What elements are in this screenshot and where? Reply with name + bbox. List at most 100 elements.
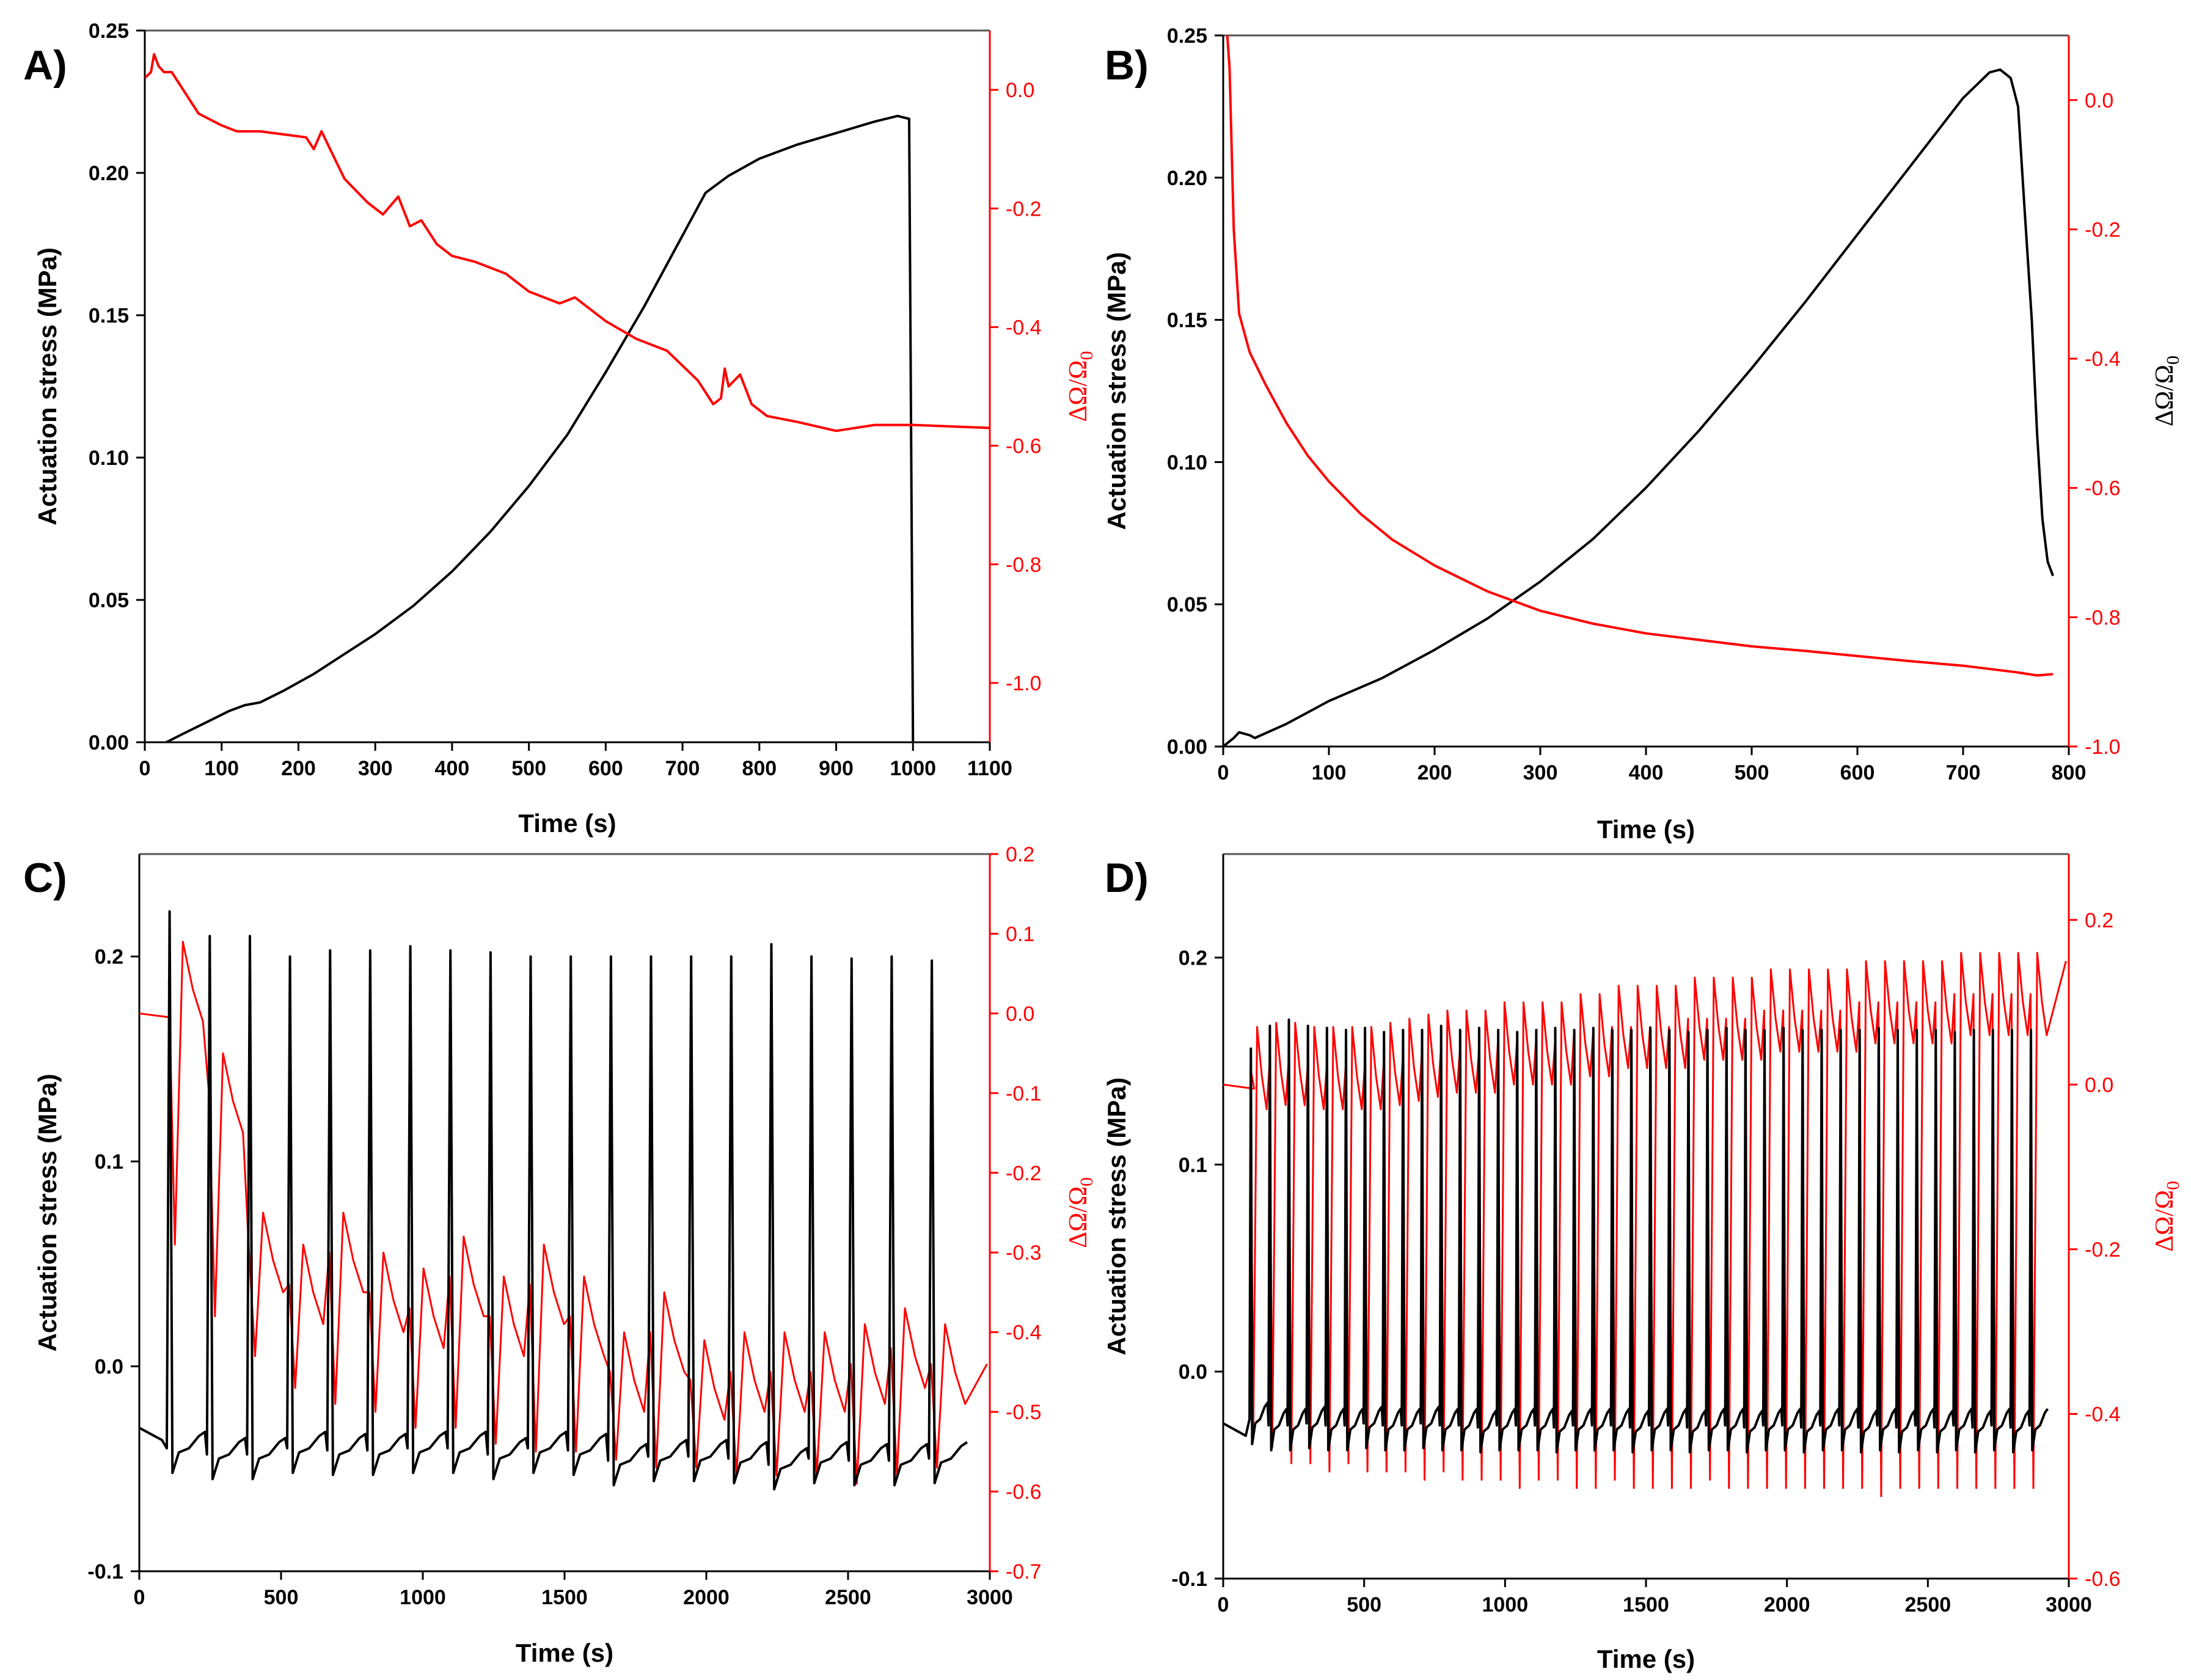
y2-tick-label: -0.6 (1006, 1481, 1042, 1504)
y2-tick-label: -0.2 (2085, 1238, 2121, 1262)
x-tick-label: 0 (134, 1586, 145, 1609)
y2-tick-label: -0.2 (1006, 1162, 1042, 1185)
y2-axis-title: ΔΩ/Ω0 (2151, 1181, 2183, 1252)
y2-tick-label: -0.6 (2085, 477, 2121, 500)
y-tick-label: 0.0 (95, 1356, 123, 1379)
y-tick-label: 0.25 (1167, 24, 1207, 48)
x-tick-label: 500 (1347, 1593, 1381, 1616)
x-axis-title: Time (s) (518, 809, 616, 838)
x-tick-label: 700 (1946, 761, 1981, 784)
y2-axis-title-main: ΔΩ/Ω (2151, 365, 2179, 426)
y-axis-title: Actuation stress (MPa) (33, 247, 62, 525)
x-tick-label: 500 (511, 757, 546, 780)
y2-tick-label: -0.8 (2085, 606, 2121, 629)
x-tick-label: 800 (2052, 761, 2087, 784)
y2-tick-label: -0.4 (2085, 1403, 2121, 1426)
y2-tick-label: -0.5 (1006, 1401, 1042, 1424)
x-tick-label: 600 (588, 757, 623, 780)
x-axis-title: Time (s) (516, 1638, 613, 1667)
x-tick-label: 1000 (890, 757, 936, 780)
y2-tick-label: -1.0 (2085, 736, 2121, 759)
y2-tick-label: 0.2 (1006, 843, 1034, 866)
y-tick-label: 0.2 (1179, 946, 1207, 970)
y2-axis-title-main: ΔΩ/Ω (1064, 360, 1092, 422)
panel-label: D) (1105, 855, 1149, 901)
y2-tick-label: -0.6 (2085, 1568, 2121, 1591)
panel-c: C) 0 500 1000 1500 2000 2500 3000 -0.1 0.0 0.1 0.2 0… (23, 843, 1097, 1667)
x-tick-label: 400 (1629, 761, 1664, 784)
y2-tick-label: -1.0 (1006, 672, 1042, 695)
y-axis-title: Actuation stress (MPa) (1102, 1077, 1131, 1355)
y2-tick-label: -0.3 (1006, 1241, 1042, 1265)
y2-tick-label: -0.2 (2085, 218, 2121, 241)
panel-label: B) (1105, 42, 1149, 89)
y2-tick-label: 0.1 (1006, 922, 1034, 946)
y-tick-label: -0.1 (1171, 1568, 1207, 1591)
y-tick-label: 0.10 (89, 447, 129, 470)
series-line-resistance (139, 941, 988, 1485)
y2-axis-title: ΔΩ/Ω0 (1064, 351, 1097, 422)
panel-label: C) (23, 855, 67, 901)
y-tick-label: 0.1 (1179, 1153, 1207, 1177)
y2-axis-title-main: ΔΩ/Ω (1064, 1186, 1092, 1248)
x-tick-label: 3000 (2046, 1593, 2092, 1616)
y-tick-label: 0.15 (1167, 309, 1207, 332)
x-tick-label: 100 (204, 757, 239, 780)
series-line-stress (1223, 68, 2054, 747)
y-axis-title: Actuation stress (MPa) (1102, 252, 1131, 530)
y2-tick-label: 0.0 (2085, 1073, 2113, 1097)
series-line-resistance (1223, 952, 2067, 1497)
y-tick-label: -0.1 (87, 1560, 123, 1583)
y-tick-label: 0.25 (89, 20, 129, 43)
y2-tick-label: 0.0 (1006, 79, 1034, 102)
y2-tick-label: -0.8 (1006, 553, 1042, 577)
x-tick-label: 400 (435, 757, 470, 780)
x-axis-title: Time (s) (1597, 1645, 1695, 1673)
x-tick-label: 200 (281, 757, 316, 780)
x-tick-label: 1000 (1482, 1593, 1529, 1616)
x-tick-label: 2500 (1905, 1593, 1951, 1616)
y-tick-label: 0.05 (1167, 593, 1207, 616)
x-tick-label: 2500 (825, 1586, 871, 1609)
y2-axis-title: ΔΩ/Ω0 (2151, 356, 2183, 426)
y-tick-label: 0.15 (89, 304, 129, 327)
panel-a: A) 0 100 200 300 400 500 600 700 800 900 1000 1100 0.… (23, 20, 1097, 838)
x-tick-label: 800 (742, 757, 777, 780)
x-tick-label: 300 (358, 757, 393, 780)
x-tick-label: 1500 (1623, 1593, 1669, 1616)
x-tick-label: 1000 (400, 1586, 446, 1609)
y2-axis-title: ΔΩ/Ω0 (1064, 1177, 1097, 1248)
y-tick-label: 0.2 (95, 946, 123, 969)
x-tick-label: 200 (1417, 761, 1452, 784)
x-tick-label: 600 (1840, 761, 1875, 784)
y2-tick-label: 0.2 (2085, 909, 2113, 932)
x-tick-label: 1500 (541, 1586, 588, 1609)
y2-tick-label: -0.4 (1006, 1321, 1042, 1345)
panel-d: D) 0 500 1000 1500 2000 2500 3000 -0.1 0.0 0.1 0.2 0… (1102, 853, 2183, 1673)
y2-tick-label: -0.7 (1006, 1560, 1042, 1583)
x-tick-label: 700 (665, 757, 700, 780)
panel-label: A) (23, 42, 67, 89)
series-line-stress (139, 910, 968, 1491)
x-tick-label: 300 (1523, 761, 1558, 784)
y2-axis-title-sub: 0 (2163, 356, 2183, 365)
y2-tick-label: -0.2 (1006, 197, 1042, 221)
y2-tick-label: -0.1 (1006, 1082, 1042, 1105)
series-line-stress (166, 114, 915, 742)
y-tick-label: 0.10 (1167, 451, 1207, 474)
series-line-stress (1223, 1018, 2049, 1454)
y-tick-label: 0.05 (89, 589, 129, 612)
panel-b: B)0 100 200 300 400 500 600 700 8000.000.050.100… (1102, 24, 2183, 844)
y2-tick-label: -0.4 (1006, 316, 1042, 339)
y2-tick-label: -0.6 (1006, 435, 1042, 458)
x-tick-label: 2000 (1764, 1593, 1810, 1616)
y-tick-label: 0.1 (95, 1150, 123, 1174)
y2-axis-title-sub: 0 (1077, 1177, 1097, 1186)
y2-tick-label: 0.0 (2085, 89, 2113, 112)
series-line-resistance (1223, 35, 2054, 677)
x-tick-label: 0 (1218, 761, 1229, 784)
series-line-resistance (145, 53, 990, 433)
x-tick-label: 3000 (967, 1586, 1013, 1609)
y2-axis-title-sub: 0 (2163, 1181, 2183, 1190)
y2-tick-label: 0.0 (1006, 1003, 1034, 1026)
